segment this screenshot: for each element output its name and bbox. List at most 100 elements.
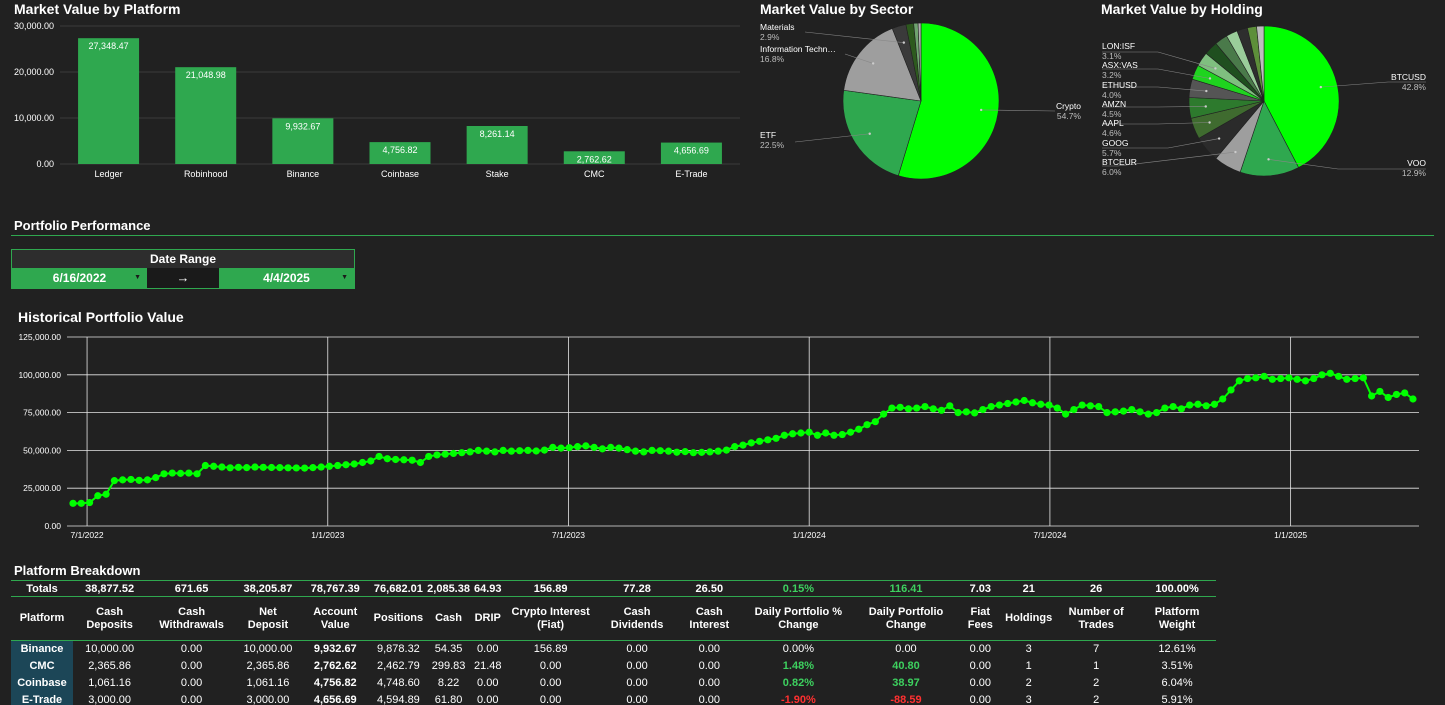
table-cell: 0.00 bbox=[180, 660, 203, 672]
data-point bbox=[234, 463, 243, 471]
data-point bbox=[160, 470, 168, 478]
data-point bbox=[937, 406, 946, 414]
slice-percent: 3.1% bbox=[1102, 51, 1122, 61]
data-point bbox=[549, 443, 557, 451]
slice-label: AMZN bbox=[1102, 99, 1126, 109]
slice-label: ASX:VAS bbox=[1102, 60, 1138, 70]
table-cell: 1 bbox=[1025, 660, 1032, 672]
totals-cell: 38,877.52 bbox=[73, 580, 147, 597]
start-date-dropdown[interactable]: 6/16/2022 ▼ bbox=[12, 268, 147, 288]
platform-chart-title: Market Value by Platform bbox=[14, 1, 181, 17]
leader-dot bbox=[902, 41, 906, 44]
y-tick-label: 25,000.00 bbox=[23, 483, 61, 493]
table-cell: 9,932.67 bbox=[313, 643, 357, 656]
slice-label: BTCUSD bbox=[1391, 72, 1426, 82]
data-point bbox=[1359, 374, 1367, 382]
data-point bbox=[259, 463, 267, 471]
slice-label: Information Techn… bbox=[760, 44, 836, 54]
data-point bbox=[433, 451, 441, 459]
data-point bbox=[673, 448, 681, 456]
data-point bbox=[193, 470, 201, 478]
column-header: Cash Dividends bbox=[597, 596, 677, 641]
data-point bbox=[1078, 401, 1086, 409]
data-point bbox=[838, 430, 846, 439]
leader-line bbox=[1102, 106, 1206, 108]
table-cell: 2 bbox=[1025, 677, 1032, 689]
table-cell: 3.51% bbox=[1161, 660, 1193, 672]
holding-chart-title: Market Value by Holding bbox=[1101, 1, 1263, 17]
data-point bbox=[143, 476, 152, 484]
table-cell: 0.00 bbox=[477, 694, 499, 705]
slice-percent: 5.7% bbox=[1102, 148, 1122, 158]
slice-label: Crypto bbox=[1056, 101, 1081, 111]
table-row: CMC 2,365.86 0.00 2,365.86 2,762.62 2,462.79 2… bbox=[11, 657, 1216, 675]
data-point bbox=[888, 404, 896, 412]
table-cell: 4,594.89 bbox=[376, 694, 420, 705]
table-cell: 0.00 bbox=[477, 677, 499, 689]
data-point bbox=[119, 476, 127, 484]
table-cell: 1 bbox=[1093, 660, 1100, 672]
data-point bbox=[1053, 404, 1061, 412]
end-date-dropdown[interactable]: 4/4/2025 ▼ bbox=[219, 268, 354, 288]
data-point bbox=[598, 445, 606, 453]
data-point bbox=[392, 455, 400, 464]
data-point bbox=[102, 490, 110, 498]
table-cell: 5.91% bbox=[1161, 694, 1193, 705]
data-point bbox=[77, 499, 85, 507]
data-point bbox=[615, 444, 623, 452]
slice-percent: 16.8% bbox=[760, 54, 785, 64]
y-tick-label: 100,000.00 bbox=[18, 370, 61, 380]
data-point bbox=[1243, 374, 1252, 383]
y-tick-label: 0.00 bbox=[44, 521, 61, 531]
leader-line bbox=[1320, 81, 1426, 88]
data-point bbox=[334, 461, 342, 470]
data-point bbox=[1301, 377, 1310, 385]
data-point bbox=[1334, 372, 1343, 380]
x-tick-label: E-Trade bbox=[675, 169, 707, 179]
data-point bbox=[482, 447, 491, 455]
table-cell: 0.00 bbox=[626, 677, 648, 689]
data-point bbox=[358, 458, 367, 467]
data-point bbox=[1045, 401, 1053, 409]
data-point bbox=[582, 442, 590, 450]
bar bbox=[563, 151, 625, 164]
column-header: Cash Withdrawals bbox=[146, 596, 237, 641]
chevron-down-icon: ▼ bbox=[134, 274, 141, 281]
table-cell: 3 bbox=[1025, 694, 1032, 705]
data-point bbox=[1318, 371, 1326, 379]
table-cell: -88.59 bbox=[890, 694, 922, 705]
table-cell: 54.35 bbox=[434, 643, 463, 656]
date-range-label: Date Range bbox=[12, 250, 354, 268]
data-point bbox=[995, 401, 1004, 409]
data-point bbox=[863, 421, 871, 429]
table-cell: 3,000.00 bbox=[88, 694, 132, 705]
right-arrow-icon: → bbox=[147, 268, 219, 288]
data-point bbox=[1095, 402, 1103, 411]
data-point bbox=[739, 441, 747, 449]
data-point bbox=[251, 463, 259, 471]
pie-slice bbox=[897, 22, 1000, 180]
data-point bbox=[631, 447, 640, 455]
data-point bbox=[1210, 400, 1219, 408]
bar-value-label: 27,348.47 bbox=[89, 41, 129, 51]
bar bbox=[272, 118, 334, 164]
data-point bbox=[1285, 374, 1293, 382]
totals-cell: 77.28 bbox=[597, 580, 677, 597]
leader-line bbox=[1102, 122, 1210, 125]
table-cell: 61.80 bbox=[434, 694, 463, 705]
data-point bbox=[1020, 396, 1028, 405]
pie-slice bbox=[842, 89, 922, 176]
history-line-chart: 125,000.00 100,000.00 75,000.00 50,000.00 25… bbox=[18, 332, 1419, 540]
column-header: Cash bbox=[425, 596, 472, 641]
y-tick-label: 30,000.00 bbox=[14, 21, 54, 31]
slice-percent: 6.0% bbox=[1102, 167, 1122, 177]
totals-cell: 7.03 bbox=[957, 580, 1004, 597]
table-cell: 0.00 bbox=[698, 643, 721, 656]
data-point bbox=[747, 439, 755, 447]
slice-percent: 4.5% bbox=[1102, 109, 1122, 119]
data-point bbox=[375, 452, 383, 461]
data-point bbox=[1086, 402, 1094, 410]
table-cell: 0.00 bbox=[969, 694, 991, 705]
data-point bbox=[491, 448, 499, 456]
data-point bbox=[152, 474, 160, 482]
